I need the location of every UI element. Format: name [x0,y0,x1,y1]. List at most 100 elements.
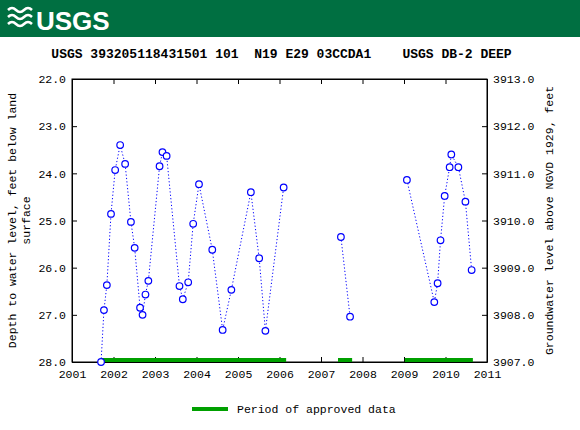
y2-axis-tick-mark [482,173,487,174]
y2-axis-tick: 3910.0 [482,215,535,228]
plot-frame [72,79,487,362]
y-axis-title: Depth to water level, feet below landsur… [6,93,33,348]
y2-axis-tick-label: 3910.0 [493,215,535,228]
y-axis-tick-mark [72,173,77,174]
plot-area [98,142,475,366]
data-point [455,164,462,171]
data-point [446,164,453,171]
x-axis-tick-mark [321,357,322,362]
y2-axis-tick: 3908.0 [482,309,535,322]
logo-waves [8,8,32,26]
y2-axis-tick-mark [482,268,487,269]
y-axis-tick-label: 25.0 [38,215,66,228]
y2-axis-tick: 3907.0 [482,356,535,369]
y-axis-tick-mark [72,315,77,316]
x-axis-top-tick [197,79,198,84]
data-point [112,167,119,174]
y-axis-title-line: Depth to water level, feet below land [6,93,19,348]
y-axis-tick-label: 24.0 [38,168,66,181]
y2-axis-title: Groundwater level above NGVD 1929, feet [543,86,556,355]
data-point [404,177,411,184]
y-axis-tick: 25.0 [38,215,77,228]
data-point [228,287,235,294]
logo-wave [8,8,32,12]
x-axis-top-tick-mark [197,79,198,84]
x-axis: 2001 2002 2003 2004 2005 2006 2007 2008 2009 2010… [59,357,502,381]
data-point [280,184,287,191]
data-point [448,151,455,158]
data-point [219,327,226,334]
data-point [434,280,441,287]
x-axis-tick-mark [363,357,364,362]
y-axis-tick: 26.0 [38,262,77,275]
data-point [338,234,345,241]
data-point [462,198,469,205]
x-axis-tick-label: 2003 [142,368,170,381]
legend-swatch [192,407,228,411]
x-axis-top-tick [446,79,447,84]
data-point [256,255,263,262]
x-axis-top-tick [280,79,281,84]
x-axis-tick-label: 2004 [183,368,211,381]
x-axis-top-tick-mark [404,79,405,84]
logo-wave [8,22,32,26]
x-axis-tick-label: 2011 [474,368,502,381]
y2-axis-tick-mark [482,126,487,127]
data-point [101,307,108,314]
x-axis-tick-label: 2007 [308,368,336,381]
y-axis-tick: 24.0 [38,168,77,181]
data-point [128,219,135,226]
data-point [190,221,197,228]
data-point [122,161,129,168]
x-axis-tick-label: 2005 [225,368,253,381]
approved-period [338,358,352,362]
y-axis-tick-mark [72,221,77,222]
data-point [468,267,475,274]
y-axis-tick-mark [72,126,77,127]
x-axis-tick: 2007 [308,357,336,381]
data-point [441,193,448,200]
data-point [104,282,111,289]
y2-axis-tick-label: 3908.0 [493,309,535,322]
x-axis-top-tick-mark [446,79,447,84]
y-axis-tick: 23.0 [38,120,77,133]
x-axis-tick-label: 2002 [100,368,128,381]
x-axis-tick-label: 2006 [266,368,294,381]
y2-axis-tick-label: 3913.0 [493,73,535,86]
x-axis-top-tick [321,79,322,84]
y-axis-tick: 28.0 [38,356,77,369]
y-axis-tick-label: 23.0 [38,120,66,133]
data-point [139,312,146,319]
y-axis-tick-mark [72,268,77,269]
y-axis-tick-label: 27.0 [38,309,66,322]
x-axis-top-tick-mark [321,79,322,84]
series-line [101,145,472,362]
y2-axis-tick: 3911.0 [482,168,535,181]
data-point [142,291,149,298]
data-point [137,304,144,311]
y-axis-title-line: surface [20,196,33,244]
data-point [163,153,170,160]
x-axis-top-tick [155,79,156,84]
y-axis-tick-label: 28.0 [38,356,66,369]
x-axis-tick-label: 2009 [391,368,419,381]
data-point [156,163,163,170]
data-point [176,283,183,290]
x-axis-tick-label: 2001 [59,368,87,381]
data-point [180,296,187,303]
header-banner [0,0,580,37]
data-point [347,313,354,320]
data-point [117,142,124,149]
legend: Period of approved data [192,403,396,416]
x-axis-tick-label: 2008 [349,368,377,381]
y2-axis: 3907.0 3908.0 3909.0 3910.0 3911.0 3912.0 3913… [482,73,535,369]
data-point [209,246,216,253]
x-axis-top-tick-mark [280,79,281,84]
y-axis: 22.023.024.025.026.027.028.0 [38,73,77,369]
y2-axis-tick-label: 3912.0 [493,120,535,133]
x-axis-tick-label: 2010 [432,368,460,381]
x-axis-top-tick [114,79,115,84]
data-point [145,278,152,285]
x-axis-top-tick [363,79,364,84]
y2-axis-tick-label: 3909.0 [493,262,535,275]
